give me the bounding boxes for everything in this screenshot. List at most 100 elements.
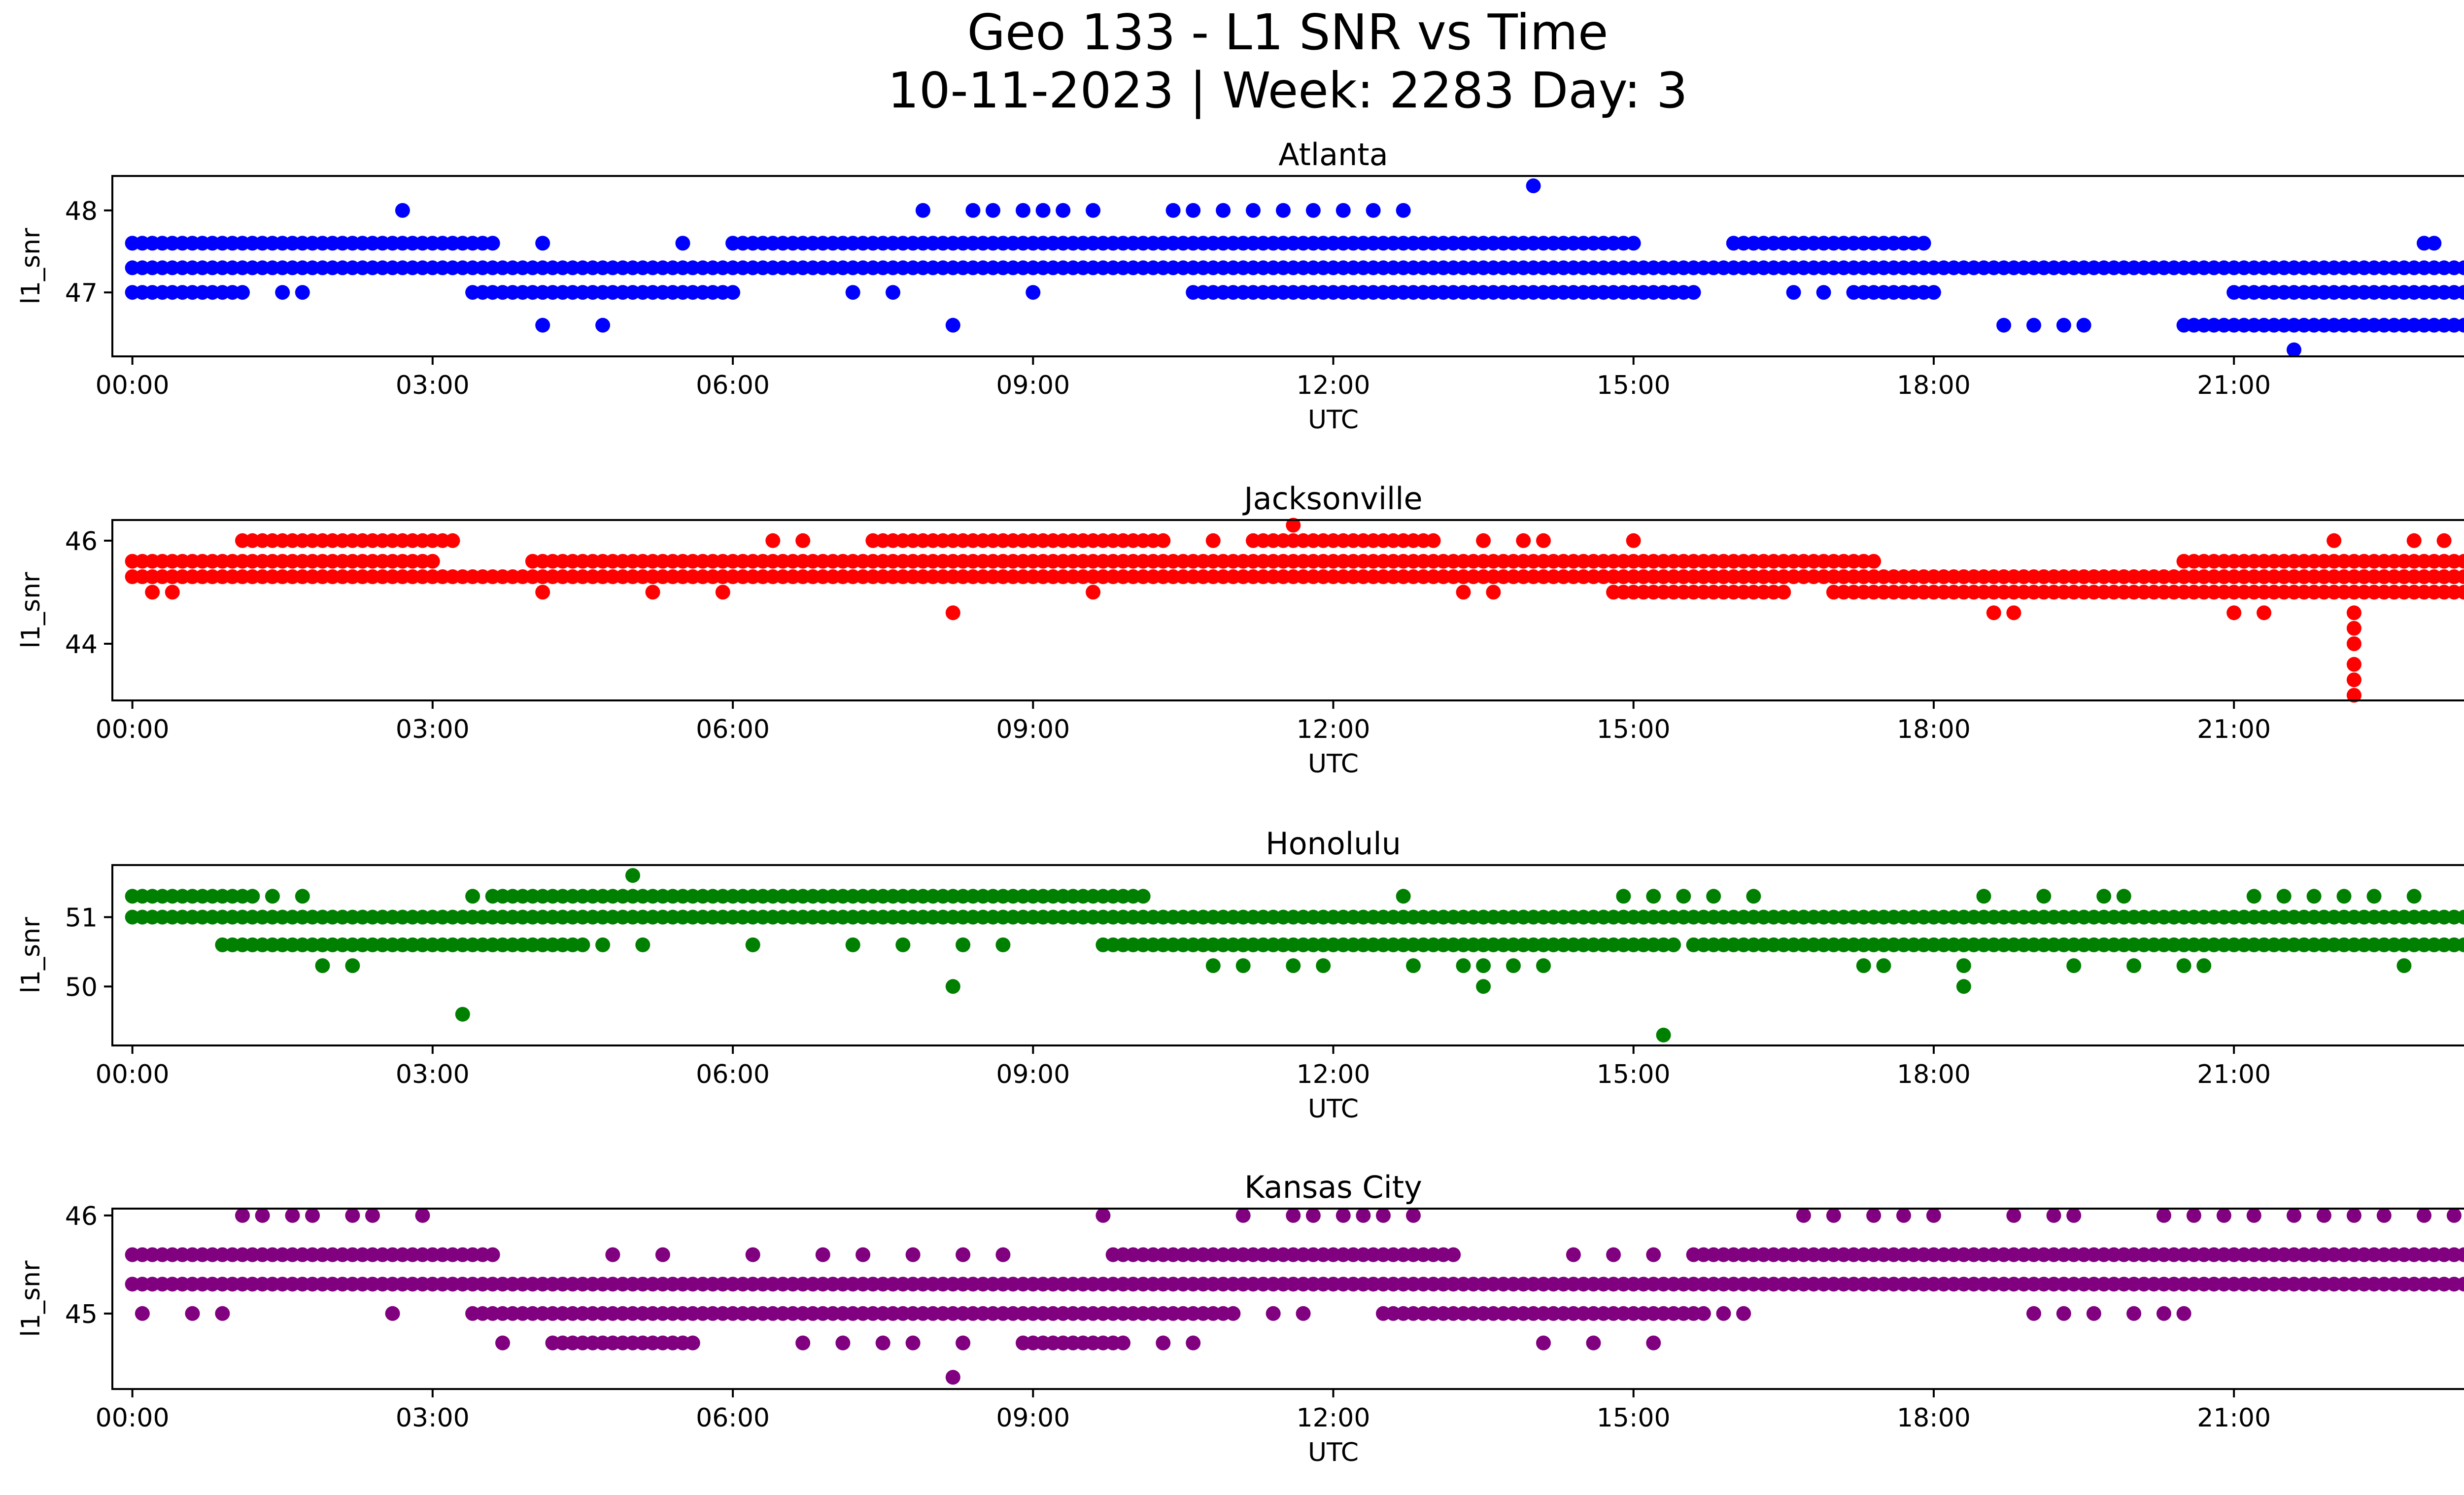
data-point xyxy=(1396,889,1411,904)
data-point xyxy=(275,285,290,300)
data-point xyxy=(535,585,550,600)
data-point xyxy=(2457,260,2464,276)
series-points xyxy=(125,1208,2464,1385)
data-point xyxy=(956,1247,971,1262)
data-point xyxy=(945,979,960,994)
data-point xyxy=(1056,203,1071,218)
data-point xyxy=(2257,605,2272,621)
subplot-title: Jacksonville xyxy=(1242,481,1422,517)
data-point xyxy=(2427,236,2442,251)
y-axis-label: l1_snr xyxy=(16,1260,46,1337)
data-point xyxy=(1476,533,1491,548)
data-point xyxy=(1716,1306,1731,1321)
x-tick-label: 09:00 xyxy=(996,371,1070,400)
y-axis-label: l1_snr xyxy=(16,572,46,649)
data-point xyxy=(465,889,480,904)
data-point xyxy=(2366,889,2382,904)
data-point xyxy=(2056,317,2071,333)
data-point xyxy=(1186,1335,1201,1351)
x-tick-label: 12:00 xyxy=(1297,715,1370,744)
data-point xyxy=(1316,958,1331,973)
x-tick-label: 18:00 xyxy=(1897,715,1971,744)
data-point xyxy=(1896,1208,1911,1223)
data-point xyxy=(1606,1247,1621,1262)
data-point xyxy=(986,203,1000,218)
x-tick-label: 06:00 xyxy=(696,371,770,400)
data-point xyxy=(1866,554,1882,569)
y-tick-label: 51 xyxy=(65,904,98,933)
data-point xyxy=(1506,958,1521,973)
data-point xyxy=(2327,533,2342,548)
data-point xyxy=(1986,605,2001,621)
data-point xyxy=(1956,958,1971,973)
data-point xyxy=(2306,889,2322,904)
data-point xyxy=(1686,285,1701,300)
data-point xyxy=(595,937,611,952)
series-points xyxy=(125,868,2464,1043)
data-point xyxy=(1216,203,1231,218)
data-point xyxy=(2287,1208,2301,1223)
data-point xyxy=(305,1208,320,1223)
x-axis-label: UTC xyxy=(1308,1438,1359,1467)
data-point xyxy=(1186,203,1201,218)
data-point xyxy=(645,585,660,600)
data-point xyxy=(2276,889,2292,904)
data-point xyxy=(1156,533,1171,548)
data-point xyxy=(295,889,310,904)
data-point xyxy=(1156,1335,1171,1351)
data-point xyxy=(2226,605,2242,621)
data-point xyxy=(1335,1208,1351,1223)
x-tick-label: 00:00 xyxy=(96,1403,170,1433)
x-tick-label: 06:00 xyxy=(696,715,770,744)
data-point xyxy=(1406,1208,1421,1223)
x-tick-label: 18:00 xyxy=(1897,371,1971,400)
y-axis-label: l1_snr xyxy=(16,917,46,994)
y-tick-label: 46 xyxy=(65,1202,98,1231)
data-point xyxy=(245,889,260,904)
x-tick-label: 00:00 xyxy=(96,1060,170,1089)
data-point xyxy=(2076,317,2091,333)
data-point xyxy=(1406,958,1421,973)
data-point xyxy=(1476,979,1491,994)
data-point xyxy=(1205,533,1221,548)
data-point xyxy=(2186,1208,2201,1223)
data-point xyxy=(1305,1208,1321,1223)
data-point xyxy=(2346,636,2361,651)
data-point xyxy=(2316,1208,2331,1223)
data-point xyxy=(625,868,640,883)
data-point xyxy=(2216,1208,2231,1223)
subplots: Atlanta 00:00 03:00 06:00 09:00 12:00 15:00 18:… xyxy=(16,137,2464,1467)
subplot-atlanta: Atlanta 00:00 03:00 06:00 09:00 12:00 15:00 18:… xyxy=(16,137,2464,435)
data-point xyxy=(1626,236,1641,251)
x-tick-label: 09:00 xyxy=(996,715,1070,744)
data-point xyxy=(1086,203,1101,218)
data-point xyxy=(945,317,960,333)
data-point xyxy=(2026,1306,2041,1321)
data-point xyxy=(2156,1208,2171,1223)
x-tick-label: 12:00 xyxy=(1297,1060,1370,1089)
data-point xyxy=(235,1208,250,1223)
data-point xyxy=(715,585,730,600)
data-point xyxy=(1536,1335,1551,1351)
data-point xyxy=(1205,958,1221,973)
data-point xyxy=(1646,889,1661,904)
data-point xyxy=(995,937,1011,952)
data-point xyxy=(1116,1335,1130,1351)
data-point xyxy=(2196,958,2212,973)
data-point xyxy=(655,1247,670,1262)
data-point xyxy=(2346,688,2361,703)
data-point xyxy=(765,533,781,548)
data-point xyxy=(1666,937,1681,952)
data-point xyxy=(2116,889,2131,904)
data-point xyxy=(1456,958,1471,973)
data-point xyxy=(1536,958,1551,973)
data-point xyxy=(945,1370,960,1385)
x-tick-label: 18:00 xyxy=(1897,1060,1971,1089)
data-point xyxy=(1226,1306,1241,1321)
data-point xyxy=(1456,585,1471,600)
data-point xyxy=(2406,889,2422,904)
data-point xyxy=(1796,1208,1811,1223)
data-point xyxy=(1736,1306,1751,1321)
data-point xyxy=(905,1335,921,1351)
